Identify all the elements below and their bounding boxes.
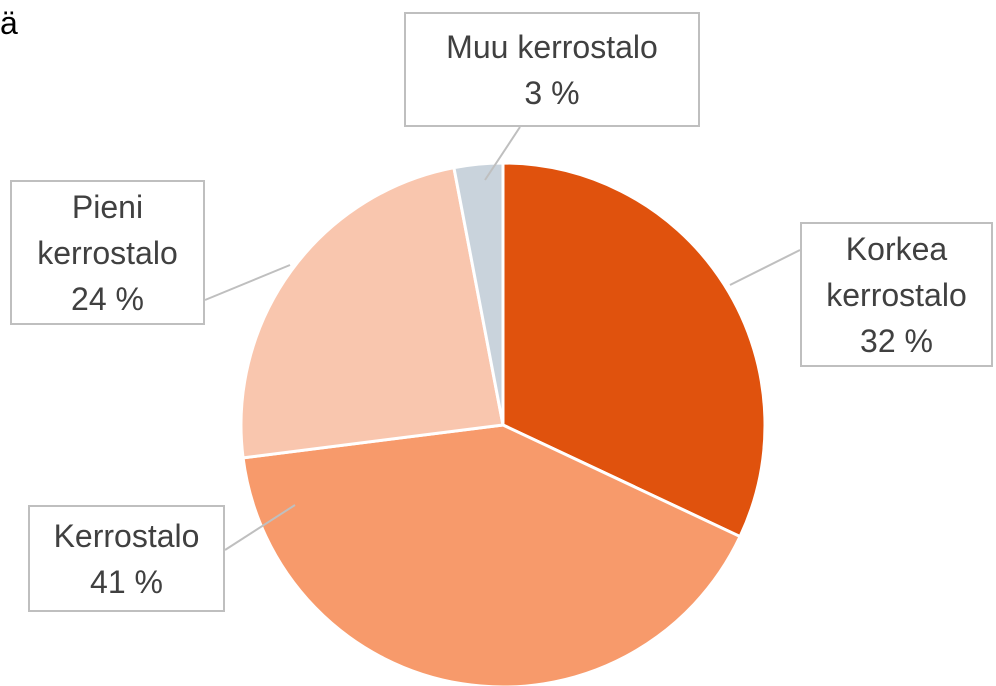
pie-slice — [239, 165, 505, 460]
chart-title: ä — [0, 5, 18, 41]
leader-line — [224, 504, 296, 551]
leader-line — [484, 126, 521, 181]
pie-slice — [501, 161, 767, 539]
data-label: Korkea kerrostalo 32 % — [800, 222, 993, 367]
category-label: Korkea kerrostalo — [826, 230, 967, 313]
data-label: Kerrostalo 41 % — [28, 505, 225, 612]
value-label: 41 % — [90, 563, 163, 600]
value-label: 32 % — [860, 322, 933, 359]
category-label: Muu kerrostalo — [446, 28, 658, 65]
category-label: Pieni kerrostalo — [37, 188, 178, 271]
category-label: Kerrostalo — [53, 517, 200, 554]
pie-slice — [452, 161, 505, 426]
pie-slice — [241, 423, 743, 686]
value-label: 24 % — [71, 280, 144, 317]
value-label: 3 % — [524, 74, 580, 111]
leader-line — [729, 249, 801, 286]
data-label: Pieni kerrostalo 24 % — [10, 180, 205, 325]
data-label: Muu kerrostalo 3 % — [404, 12, 700, 127]
leader-line — [204, 264, 291, 301]
